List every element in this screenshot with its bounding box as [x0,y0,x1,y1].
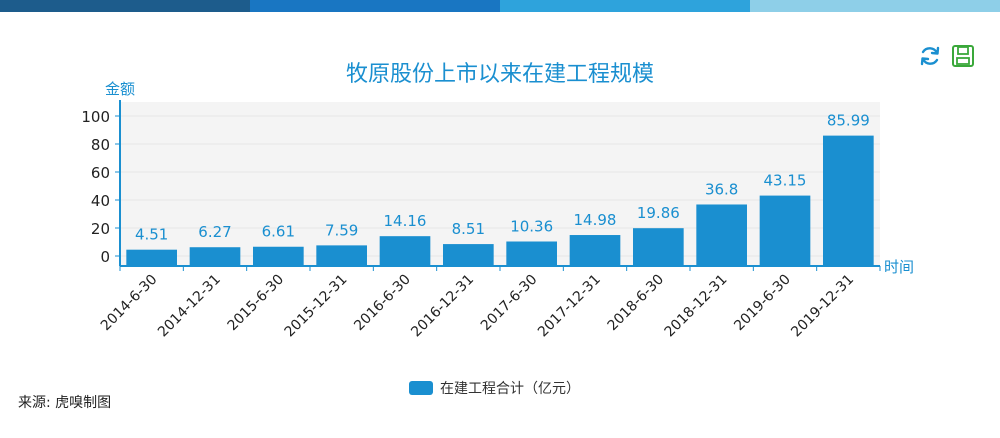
bar [569,235,621,266]
top-bar-segment-4 [750,0,1000,12]
x-tick-label: 2015-6-30 [225,272,288,335]
y-tick-label: 60 [91,164,110,182]
x-tick-label: 2015-12-31 [282,272,351,341]
x-axis-label: 时间 [884,258,914,276]
x-tick-label: 2014-6-30 [98,272,161,335]
bar [506,241,557,266]
refresh-icon [920,46,940,66]
y-tick-label: 0 [100,248,110,266]
x-tick-label: 2019-12-31 [788,272,857,341]
refresh-button[interactable] [918,44,942,68]
chart-title: 牧原股份上市以来在建工程规模 [345,62,654,87]
x-tick-label: 2018-6-30 [605,272,668,335]
bar-value-label: 36.8 [705,180,738,198]
y-tick-label: 100 [81,108,110,126]
bar [189,247,241,266]
bar [379,236,431,266]
top-color-bar [0,0,1000,12]
x-tick-label: 2017-12-31 [535,272,604,341]
bar-value-label: 14.98 [574,211,617,229]
y-axis-ticks: 0 20 40 60 80 100 [81,108,120,266]
x-tick-label: 2017-6-30 [478,272,541,335]
legend-swatch [409,381,433,395]
legend[interactable]: 在建工程合计（亿元） [409,378,580,398]
bar [633,228,684,266]
data-labels: 4.51 6.27 6.61 7.59 14.16 8.51 10.36 14.98 19.86… [135,112,870,244]
bar-value-label: 8.51 [452,220,485,238]
bar [126,249,177,266]
y-tick-label: 40 [91,192,110,210]
gridlines [120,115,880,257]
bar-value-label: 43.15 [764,172,807,190]
bar-value-label: 6.61 [262,223,295,241]
bar-value-label: 7.59 [325,221,358,239]
bar-value-label: 10.36 [510,217,553,235]
bar [253,246,304,266]
source-note: 来源: 虎嗅制图 [18,395,112,411]
legend-label: 在建工程合计（亿元） [440,381,580,397]
bar [823,135,874,266]
bar-value-label: 85.99 [827,112,870,130]
bar-value-label: 14.16 [384,212,427,230]
bar-series [126,135,874,266]
x-tick-label: 2018-12-31 [662,272,731,341]
bar-value-label: 4.51 [135,226,168,244]
bar [443,244,494,266]
y-tick-label: 80 [91,136,110,154]
x-tick-label: 2016-12-31 [408,272,477,341]
top-bar-segment-2 [250,0,500,12]
y-axis-label: 金额 [105,80,135,98]
x-tick-label: 2019-6-30 [731,272,794,335]
bar-value-label: 19.86 [637,204,680,222]
save-button[interactable] [951,44,975,68]
top-bar-segment-1 [0,0,250,12]
bar [316,245,367,266]
y-tick-label: 20 [91,220,110,238]
bar-value-label: 6.27 [198,223,231,241]
bar [759,195,811,266]
x-tick-label: 2016-6-30 [351,272,414,335]
save-icon [952,45,974,67]
plot-background [120,102,880,266]
bar [696,204,747,266]
x-tick-label: 2014-12-31 [155,272,224,341]
top-bar-segment-3 [500,0,750,12]
